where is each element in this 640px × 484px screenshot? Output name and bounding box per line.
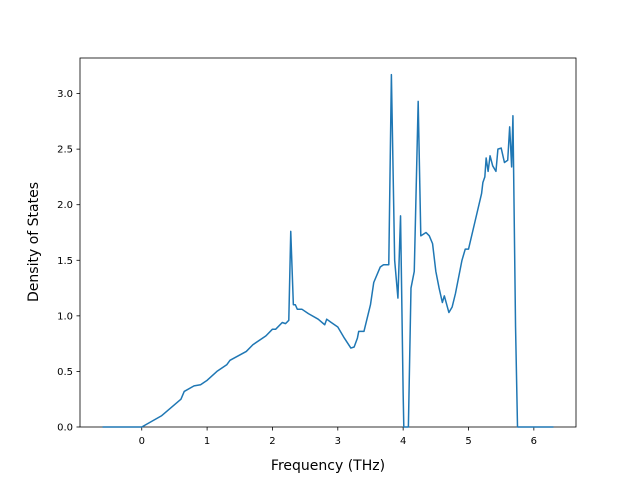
x-tick-label: 1 bbox=[204, 436, 210, 447]
y-tick-label: 1.0 bbox=[57, 311, 73, 322]
x-tick-label: 3 bbox=[335, 436, 341, 447]
dos-line bbox=[102, 73, 554, 428]
y-tick-label: 3.0 bbox=[57, 89, 73, 100]
y-tick-label: 1.5 bbox=[57, 256, 73, 267]
x-axis-label: Frequency (THz) bbox=[271, 458, 385, 474]
x-tick-label: 6 bbox=[531, 436, 537, 447]
x-tick-label: 4 bbox=[400, 436, 406, 447]
y-tick-label: 2.0 bbox=[57, 200, 73, 211]
y-tick-label: 0.5 bbox=[57, 367, 73, 378]
y-tick-label: 0.0 bbox=[57, 423, 73, 434]
y-tick-label: 2.5 bbox=[57, 145, 73, 156]
x-tick-label: 5 bbox=[465, 436, 471, 447]
axes-frame bbox=[79, 57, 577, 428]
x-tick-label: 2 bbox=[269, 436, 275, 447]
x-tick-label: 0 bbox=[139, 436, 145, 447]
y-axis-label: Density of States bbox=[26, 182, 42, 302]
